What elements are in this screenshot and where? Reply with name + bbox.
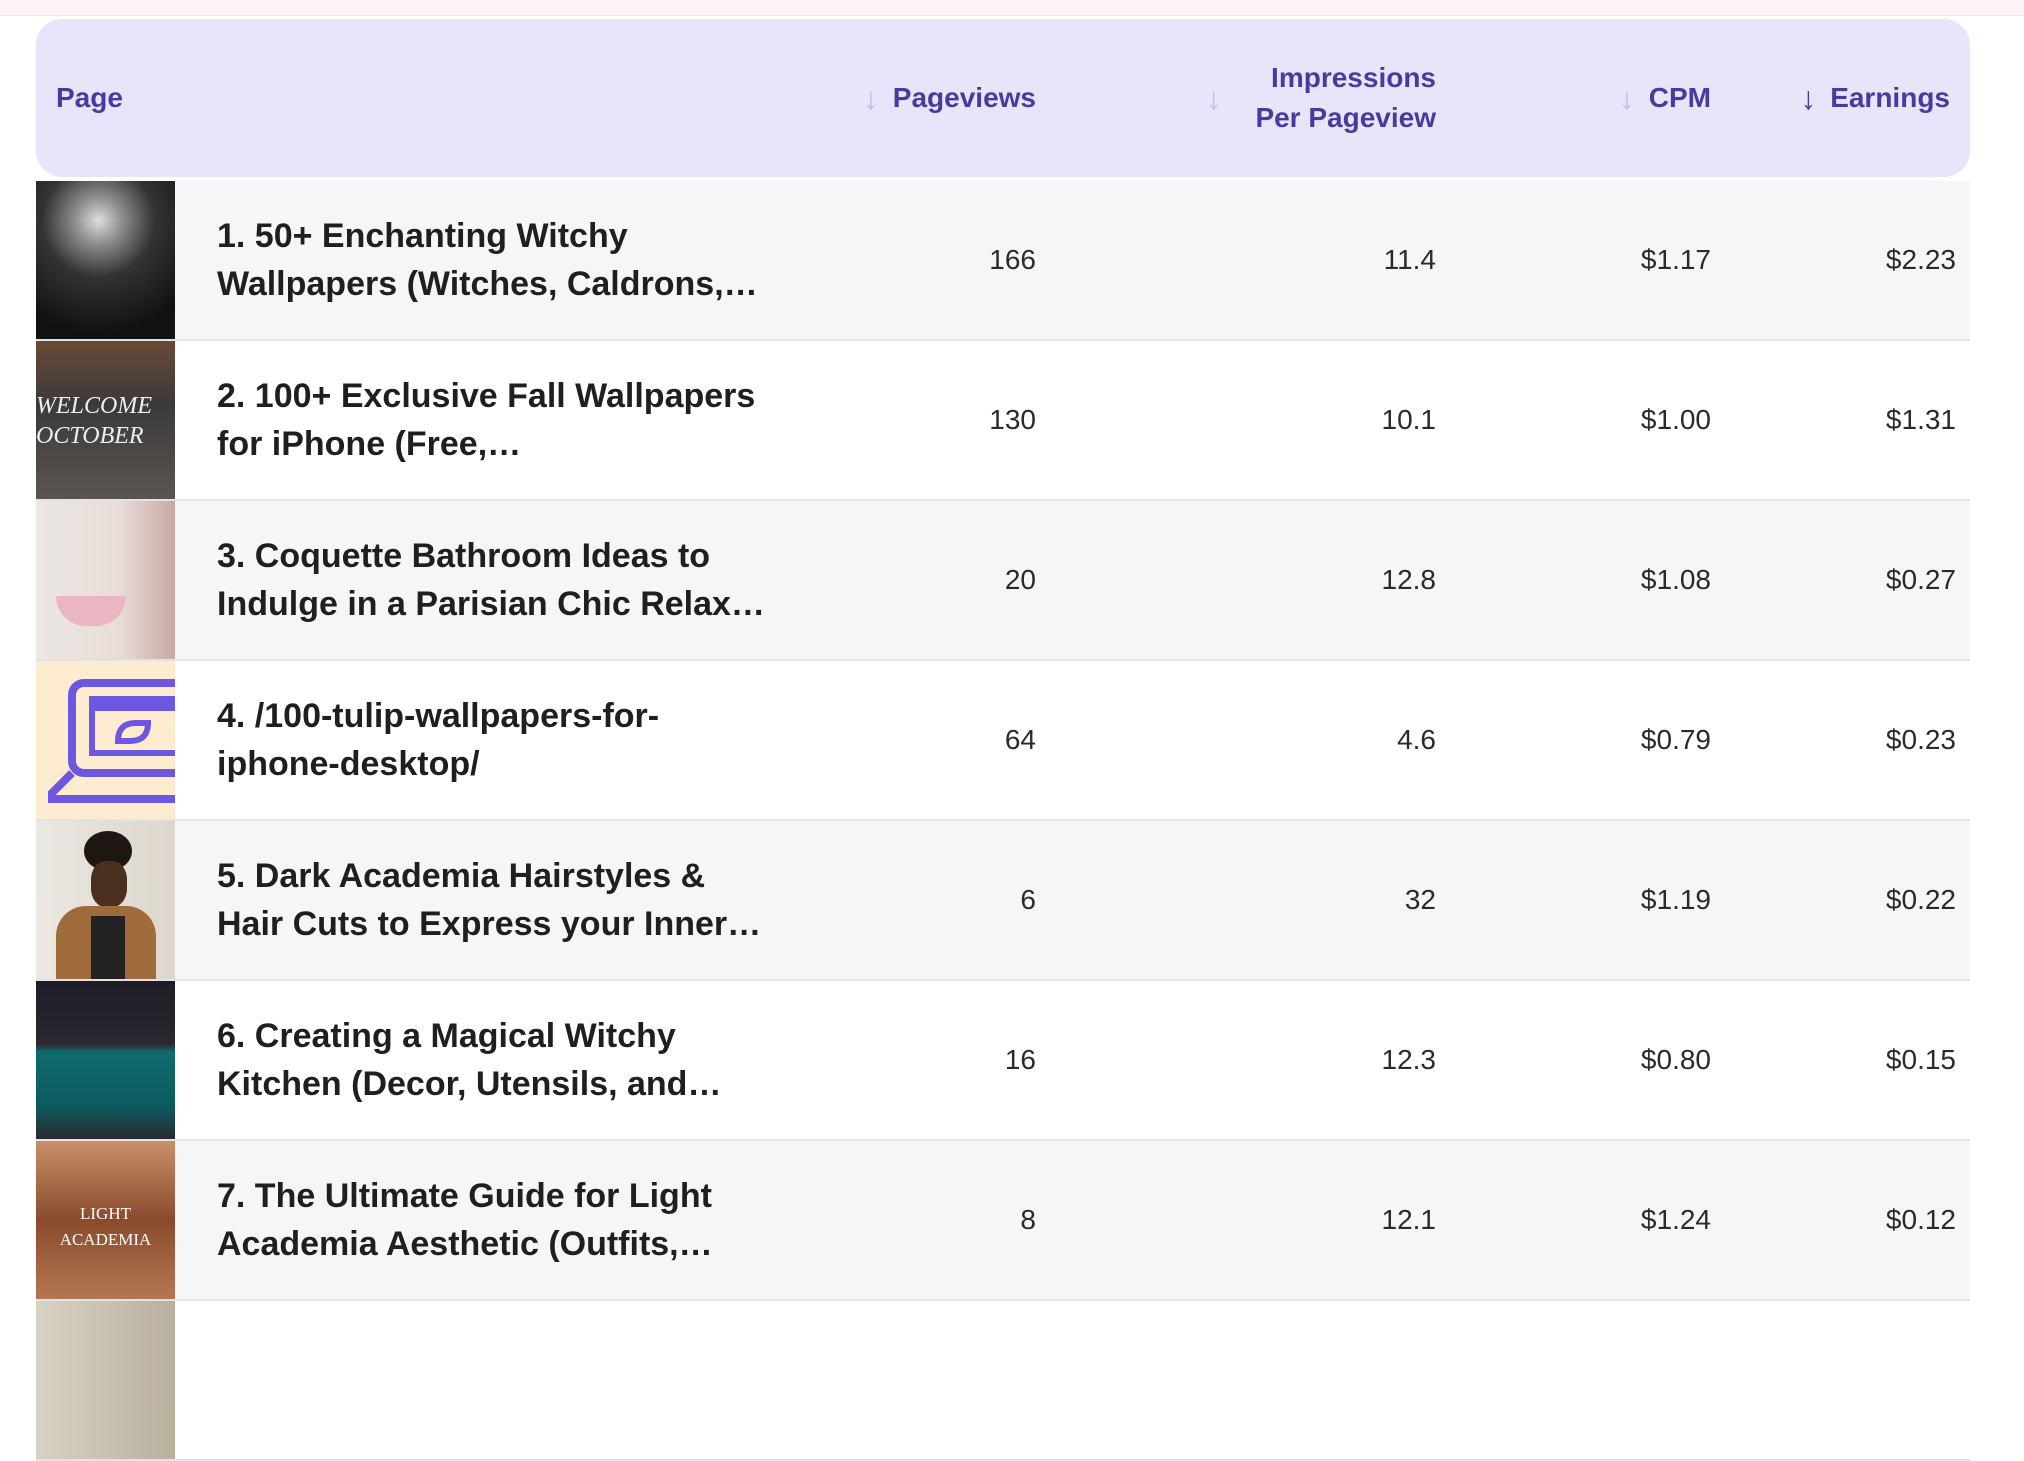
earnings-cell: $0.15 — [1885, 1044, 1956, 1075]
earnings-cell: $0.12 — [1885, 1204, 1956, 1235]
page-title-link[interactable]: 7. The Ultimate Guide for Light Academia… — [217, 1141, 777, 1299]
sort-arrow-down-icon: ↓ — [862, 80, 879, 116]
page-title-text: 1. 50+ Enchanting Witchy Wallpapers (Wit… — [217, 217, 758, 303]
cpm-cell: $1.08 — [1640, 564, 1711, 595]
impressions-per-pageview-cell: 4.6 — [1397, 724, 1436, 755]
pageviews-cell: 166 — [989, 244, 1036, 275]
impressions-per-pageview-cell: 32 — [1404, 884, 1436, 915]
page-title-text: 7. The Ultimate Guide for Light Academia… — [217, 1177, 713, 1263]
earnings-cell: $2.23 — [1885, 244, 1956, 275]
page-title-text: 3. Coquette Bathroom Ideas to Indulge in… — [217, 537, 765, 623]
column-header-pageviews[interactable]: ↓ Pageviews — [863, 19, 1036, 177]
pageviews-cell: 8 — [1020, 1204, 1036, 1235]
cpm-cell: $1.00 — [1640, 404, 1711, 435]
thumbnail-text: LIGHT ACADEMIA — [36, 1141, 175, 1299]
column-header-impressions[interactable]: ↓ Impressions Per Pageview — [1205, 19, 1436, 177]
earnings-cell: $0.23 — [1885, 724, 1956, 755]
page-thumbnail — [36, 821, 175, 979]
earnings-cell: $0.22 — [1885, 884, 1956, 915]
page-thumbnail — [36, 981, 175, 1139]
page-header-label: Page — [56, 82, 123, 113]
pageviews-cell: 20 — [1004, 564, 1036, 595]
impressions-per-pageview-cell: 12.8 — [1381, 564, 1437, 595]
page-title-link[interactable]: 4. /100-tulip-wallpapers-for-iphone-desk… — [217, 661, 777, 819]
cpm-header-label: CPM — [1648, 82, 1711, 113]
page-thumbnail — [36, 661, 175, 819]
column-header-cpm[interactable]: ↓ CPM — [1619, 19, 1711, 177]
cpm-cell: $0.79 — [1640, 724, 1711, 755]
thumbnail-text: WELCOME OCTOBER — [36, 341, 175, 499]
cpm-cell: $1.17 — [1640, 244, 1711, 275]
pageviews-cell: 64 — [1004, 724, 1036, 755]
page-title-link[interactable]: 3. Coquette Bathroom Ideas to Indulge in… — [217, 501, 777, 659]
table-row[interactable]: 4. /100-tulip-wallpapers-for-iphone-desk… — [36, 661, 1970, 821]
page-thumbnail — [36, 501, 175, 659]
top-pages-table: Page ↓ Pageviews ↓ Impressions Per Pageview… — [36, 19, 1970, 1461]
sort-arrow-down-icon: ↓ — [1618, 80, 1635, 116]
table-body: 1. 50+ Enchanting Witchy Wallpapers (Wit… — [36, 181, 1970, 1461]
top-banner-strip — [0, 0, 2024, 16]
earnings-cell: $0.27 — [1885, 564, 1956, 595]
page-title-link[interactable]: 1. 50+ Enchanting Witchy Wallpapers (Wit… — [217, 181, 777, 339]
impressions-label-line2: Per Pageview — [1255, 102, 1436, 133]
impressions-per-pageview-cell: 11.4 — [1383, 244, 1436, 275]
page-title-text: 6. Creating a Magical Witchy Kitchen (De… — [217, 1017, 722, 1103]
page-title-text: 4. /100-tulip-wallpapers-for-iphone-desk… — [217, 697, 660, 783]
pageviews-cell: 16 — [1004, 1044, 1036, 1075]
page-title-link[interactable]: 6. Creating a Magical Witchy Kitchen (De… — [217, 981, 777, 1139]
column-header-earnings[interactable]: ↓ Earnings — [1800, 19, 1950, 177]
impressions-per-pageview-cell: 10.1 — [1381, 404, 1437, 435]
page-thumbnail: WELCOME OCTOBER — [36, 341, 175, 499]
page-title-text: 2. 100+ Exclusive Fall Wallpapers for iP… — [217, 377, 756, 463]
impressions-label-line1: Impressions — [1271, 62, 1436, 93]
page-title-link[interactable]: 2. 100+ Exclusive Fall Wallpapers for iP… — [217, 341, 777, 499]
earnings-header-label: Earnings — [1830, 82, 1950, 113]
table-row-partial — [36, 1301, 1970, 1461]
table-row[interactable]: 3. Coquette Bathroom Ideas to Indulge in… — [36, 501, 1970, 661]
page-title-link[interactable]: 5. Dark Academia Hairstyles & Hair Cuts … — [217, 821, 777, 979]
cpm-cell: $1.19 — [1640, 884, 1711, 915]
sort-arrow-down-icon: ↓ — [1205, 80, 1222, 116]
earnings-cell: $1.31 — [1885, 404, 1956, 435]
pageviews-cell: 6 — [1020, 884, 1036, 915]
pageviews-header-label: Pageviews — [892, 82, 1036, 113]
table-header: Page ↓ Pageviews ↓ Impressions Per Pageview… — [36, 19, 1970, 177]
page-thumbnail: LIGHT ACADEMIA — [36, 1141, 175, 1299]
cpm-cell: $1.24 — [1640, 1204, 1711, 1235]
page-thumbnail — [36, 1301, 175, 1459]
page-thumbnail — [36, 181, 175, 339]
impressions-per-pageview-cell: 12.1 — [1381, 1204, 1437, 1235]
pageviews-cell: 130 — [989, 404, 1036, 435]
table-row[interactable]: LIGHT ACADEMIA 7. The Ultimate Guide for… — [36, 1141, 1970, 1301]
table-row[interactable]: WELCOME OCTOBER 2. 100+ Exclusive Fall W… — [36, 341, 1970, 501]
page-title-text: 5. Dark Academia Hairstyles & Hair Cuts … — [217, 857, 762, 943]
impressions-header-label: Impressions Per Pageview — [1255, 58, 1436, 138]
table-row[interactable]: 1. 50+ Enchanting Witchy Wallpapers (Wit… — [36, 181, 1970, 341]
table-row[interactable]: 6. Creating a Magical Witchy Kitchen (De… — [36, 981, 1970, 1141]
impressions-per-pageview-cell: 12.3 — [1381, 1044, 1437, 1075]
table-row[interactable]: 5. Dark Academia Hairstyles & Hair Cuts … — [36, 821, 1970, 981]
cpm-cell: $0.80 — [1640, 1044, 1711, 1075]
column-header-page[interactable]: Page — [56, 19, 123, 177]
sort-arrow-down-icon: ↓ — [1800, 80, 1817, 116]
